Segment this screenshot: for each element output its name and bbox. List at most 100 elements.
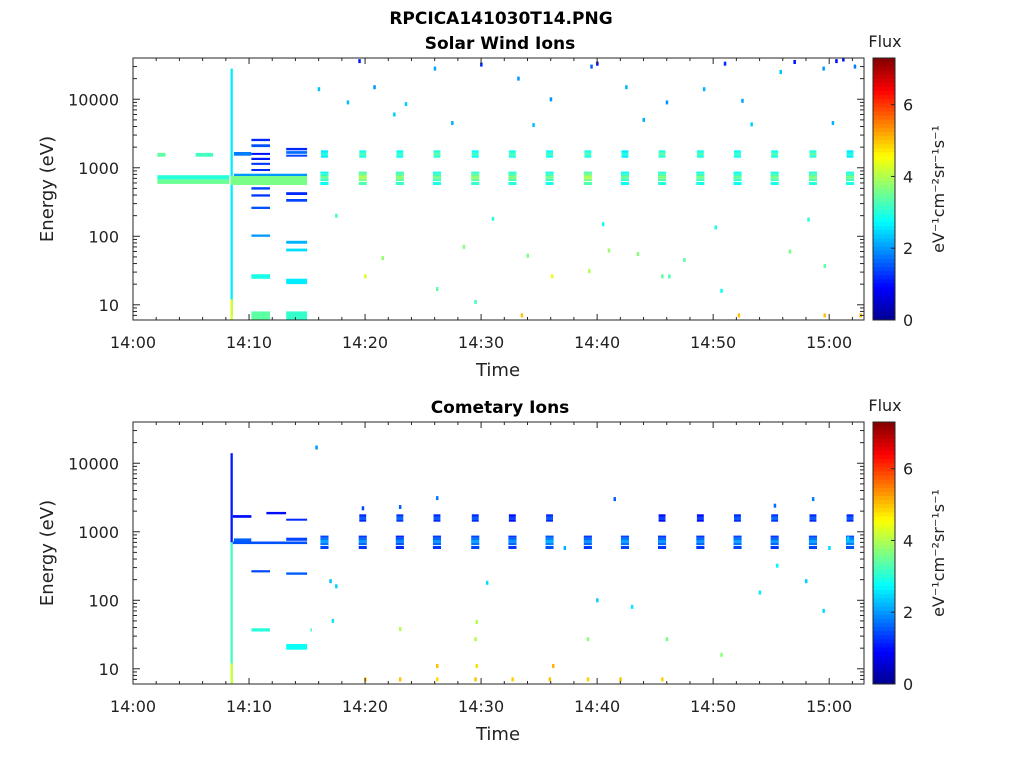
colorbar-title-cometary: Flux [868,396,901,415]
x-axis-label-solar-wind: Time [475,360,520,381]
flux-point-cometary-3 [436,664,439,668]
flux-cell-solar-wind-11 [251,162,270,165]
colorbar-segment-solar-wind-25 [873,213,895,218]
colorbar-segment-cometary-22 [873,589,895,595]
flux-point-solar-wind-27 [433,66,437,71]
burst-solar-wind-6 [545,150,554,185]
burst-cell-cometary-8-lo1 [620,542,629,546]
burst-cell-solar-wind-7-hi1 [584,152,592,156]
flux-cell-solar-wind-22 [286,151,308,154]
burst-cell-cometary-13-hi0 [809,519,817,522]
flux-point-solar-wind-2 [474,300,477,304]
flux-cell-solar-wind-21 [286,147,308,151]
colorbar-segment-solar-wind-59 [873,74,895,79]
colorbar-segment-solar-wind-3 [873,303,895,309]
colorbar-segment-solar-wind-54 [873,94,895,100]
burst-cell-cometary-13-hi2 [809,514,817,517]
y-tick-label-cometary-3: 10000 [68,454,119,473]
colorbar-segment-solar-wind-32 [873,184,895,190]
flux-point-cometary-26 [822,608,825,613]
colorbar-unit-label-cometary: eV⁻¹cm⁻²sr⁻¹s⁻¹ [929,489,948,617]
burst-solar-wind-9 [658,150,667,185]
burst-cell-cometary-9-hi1 [658,516,666,520]
burst-cell-cometary-2-lo1 [395,542,404,546]
flux-point-solar-wind-26 [404,102,408,107]
colorbar-segment-solar-wind-31 [873,188,895,194]
burst-cell-solar-wind-1-hi0 [359,155,367,158]
colorbar-segment-solar-wind-4 [873,299,895,304]
burst-cell-cometary-3-lo0 [432,546,441,549]
flux-cell-cometary-6 [266,511,287,515]
flux-point-solar-wind-15 [526,253,529,258]
flux-point-solar-wind-44 [358,59,361,64]
burst-cell-solar-wind-7-lo2 [583,175,592,179]
burst-cell-cometary-13-lo1 [808,542,817,546]
burst-cell-cometary-6-hi2 [546,514,553,517]
flux-cell-cometary-7 [286,518,308,521]
burst-cell-cometary-14-lo3 [846,537,855,540]
colorbar-tick-label-solar-wind-1: 2 [903,239,913,258]
y-tick-label-solar-wind-1: 100 [88,227,119,246]
y-tick-label-cometary-1: 100 [88,591,119,610]
colorbar-segment-cometary-53 [873,462,895,468]
flux-cell-cometary-10 [286,572,308,575]
flux-point-solar-wind-43 [842,57,845,62]
colorbar-segment-cometary-48 [873,483,895,488]
colorbar-segment-cometary-47 [873,487,895,492]
burst-cell-cometary-4-lo3 [471,537,480,540]
burst-cell-solar-wind-12-hi0 [771,155,779,158]
colorbar-tick-label-cometary-0: 0 [903,675,913,694]
burst-cell-solar-wind-5-hi1 [508,152,516,156]
burst-cell-solar-wind-3-lo3 [432,173,441,176]
burst-cell-cometary-14-lo2 [846,539,855,543]
colorbar-segment-solar-wind-10 [873,274,895,280]
burst-cell-cometary-6-hi0 [546,519,553,522]
flux-point-solar-wind-17 [636,252,640,257]
flux-cell-solar-wind-26 [286,240,308,244]
colorbar-segment-solar-wind-20 [873,233,895,239]
burst-cell-cometary-1-hi2 [359,514,367,517]
colorbar-segment-solar-wind-61 [873,65,895,71]
colorbar-segment-solar-wind-39 [873,155,895,161]
burst-cell-solar-wind-7-hi2 [584,150,592,153]
burst-cell-solar-wind-13-lo4 [808,171,817,174]
colorbar-segment-solar-wind-18 [873,241,895,247]
burst-cell-cometary-3-lo3 [432,537,441,540]
burst-cell-solar-wind-11-lo1 [733,178,742,182]
flux-cell-solar-wind-28 [286,278,308,285]
flux-point-solar-wind-7 [668,274,671,279]
flux-point-solar-wind-41 [793,60,796,64]
flux-point-solar-wind-22 [601,222,605,227]
colorbar-segment-solar-wind-13 [873,262,895,268]
colorbar-segment-solar-wind-30 [873,192,895,198]
flux-cell-solar-wind-29 [286,311,308,320]
burst-cell-solar-wind-14-lo1 [846,178,855,182]
burst-cell-solar-wind-2-lo2 [395,175,404,179]
burst-cometary-11 [733,514,742,549]
burst-cell-cometary-14-lo0 [846,546,855,549]
colorbar-segment-cometary-27 [873,569,895,574]
colorbar-segment-cometary-62 [873,425,895,431]
burst-cell-solar-wind-7-lo1 [583,178,592,182]
colorbar-segment-cometary-44 [873,499,895,505]
flux-point-solar-wind-0 [364,274,367,279]
flux-point-solar-wind-3 [520,313,524,318]
flux-point-cometary-22 [596,598,599,603]
burst-cell-cometary-7-lo3 [583,537,592,540]
burst-cell-cometary-4-hi2 [471,514,479,517]
colorbar-segment-solar-wind-29 [873,196,895,202]
burst-cell-solar-wind-6-hi2 [546,150,553,153]
burst-cell-solar-wind-10-lo0 [696,182,705,185]
colorbar-segment-cometary-52 [873,466,895,472]
colorbar-segment-solar-wind-42 [873,143,895,149]
flux-cell-cometary-4 [232,541,308,545]
burst-cell-solar-wind-3-lo1 [432,178,441,182]
burst-cell-solar-wind-4-lo3 [471,173,480,176]
colorbar-segment-cometary-31 [873,552,895,558]
burst-cell-solar-wind-8-lo1 [620,178,629,182]
burst-solar-wind-4 [471,150,480,185]
y-tick-label-cometary-2: 1000 [78,523,119,542]
flux-point-cometary-30 [361,506,365,511]
burst-cell-solar-wind-6-lo4 [545,171,554,174]
flux-point-solar-wind-19 [788,249,792,254]
